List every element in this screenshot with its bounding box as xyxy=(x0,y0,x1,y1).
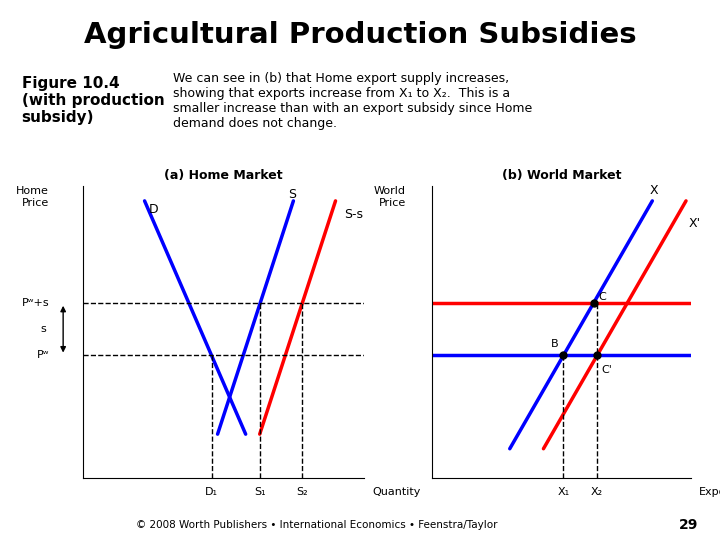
Text: World
Price: World Price xyxy=(374,186,406,208)
Text: Pʷ: Pʷ xyxy=(37,350,49,360)
Text: Figure 10.4
(with production
subsidy): Figure 10.4 (with production subsidy) xyxy=(22,76,164,125)
Text: Pʷ+s: Pʷ+s xyxy=(22,298,49,308)
Title: (b) World Market: (b) World Market xyxy=(502,170,621,183)
Title: (a) Home Market: (a) Home Market xyxy=(164,170,282,183)
Text: X': X' xyxy=(688,217,701,230)
Text: S₂: S₂ xyxy=(297,487,308,497)
Text: 29: 29 xyxy=(679,518,698,532)
Text: C: C xyxy=(599,292,606,302)
Text: D₁: D₁ xyxy=(205,487,218,497)
Text: Agricultural Production Subsidies: Agricultural Production Subsidies xyxy=(84,21,636,49)
Text: s: s xyxy=(40,324,46,334)
Text: X: X xyxy=(649,184,658,197)
Text: Exports: Exports xyxy=(699,487,720,497)
Text: X₂: X₂ xyxy=(591,487,603,497)
Text: C': C' xyxy=(601,365,612,375)
Text: S₁: S₁ xyxy=(254,487,266,497)
Text: © 2008 Worth Publishers • International Economics • Feenstra/Taylor: © 2008 Worth Publishers • International … xyxy=(136,520,498,530)
Text: Home
Price: Home Price xyxy=(17,186,49,208)
Text: B: B xyxy=(551,339,558,349)
Text: D: D xyxy=(149,202,158,215)
Text: We can see in (b) that Home export supply increases,
showing that exports increa: We can see in (b) that Home export suppl… xyxy=(173,72,532,130)
Text: S: S xyxy=(288,188,296,201)
Text: S-s: S-s xyxy=(344,208,363,221)
Text: Quantity: Quantity xyxy=(372,487,420,497)
Text: X₁: X₁ xyxy=(557,487,570,497)
